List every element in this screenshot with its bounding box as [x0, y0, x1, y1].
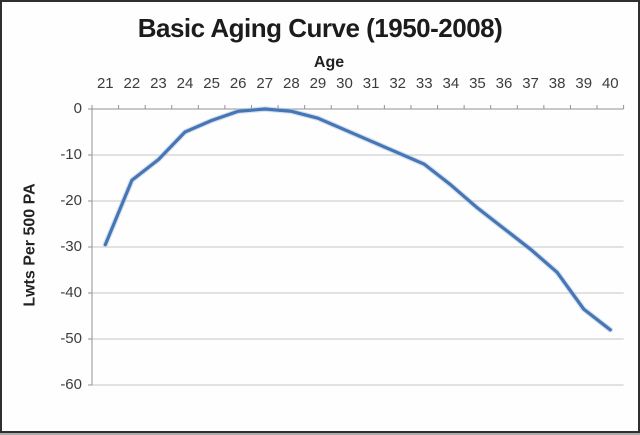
x-tick-label-31: 31 [362, 75, 380, 92]
x-tick-label-39: 39 [575, 75, 593, 92]
y-tick-label--50: -50 [60, 330, 82, 347]
x-tick-label-32: 32 [389, 75, 406, 92]
y-tick-label--20: -20 [60, 192, 82, 209]
x-tick-label-28: 28 [283, 75, 300, 92]
x-tick-label-36: 36 [495, 75, 513, 92]
x-tick-label-23: 23 [150, 75, 167, 92]
y-tick-label--40: -40 [60, 284, 82, 301]
y-axis-tick-labels: 0 -10 -20 -30 -40 -50 -60 [36, 2, 82, 431]
x-tick-label-30: 30 [336, 75, 353, 92]
aging-curve-line [103, 107, 612, 332]
x-tick-label-29: 29 [309, 75, 327, 92]
x-tick-label-37: 37 [522, 75, 539, 92]
x-tick-label-24: 24 [176, 75, 194, 92]
y-tick-label--30: -30 [60, 238, 82, 255]
x-tick-label-25: 25 [203, 75, 220, 92]
x-tick-label-34: 34 [442, 75, 460, 92]
x-tick-label-40: 40 [601, 75, 619, 92]
y-tick-label--10: -10 [60, 146, 82, 163]
x-tick-label-26: 26 [229, 75, 247, 92]
x-tick-label-33: 33 [415, 75, 433, 92]
x-tick-label-21: 21 [96, 75, 114, 92]
y-tick-label--60: -60 [60, 376, 82, 393]
x-tick-label-35: 35 [469, 75, 486, 92]
x-tick-label-38: 38 [548, 75, 566, 92]
x-axis-tick-labels: 21 22 23 24 25 26 27 28 29 30 31 32 33 34 35 36 37 38 39 40 [2, 75, 638, 92]
aging-curve-halo [102, 106, 614, 333]
x-tick-label-22: 22 [123, 75, 141, 92]
y-tick-label-0: 0 [73, 100, 82, 117]
x-tick-label-27: 27 [256, 75, 274, 92]
x-axis-title: Age [313, 54, 345, 71]
chart-title: Basic Aging Curve (1950-2008) [137, 13, 503, 43]
